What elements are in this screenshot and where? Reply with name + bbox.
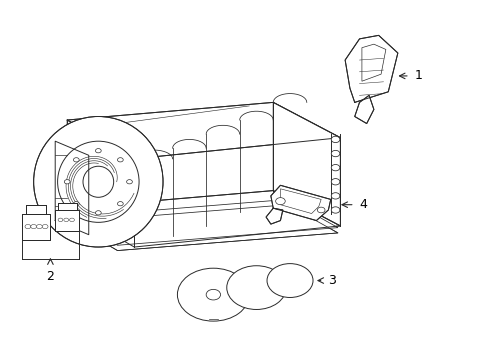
- Circle shape: [95, 211, 101, 215]
- Circle shape: [69, 218, 74, 222]
- Circle shape: [58, 218, 63, 222]
- Circle shape: [25, 224, 31, 229]
- Circle shape: [330, 165, 339, 171]
- Circle shape: [42, 224, 48, 229]
- Polygon shape: [21, 213, 50, 240]
- Circle shape: [275, 198, 285, 205]
- Circle shape: [177, 268, 249, 321]
- Text: 1: 1: [414, 69, 422, 82]
- Polygon shape: [69, 205, 337, 251]
- Polygon shape: [265, 208, 282, 224]
- Polygon shape: [55, 210, 79, 231]
- Circle shape: [95, 149, 101, 153]
- Circle shape: [31, 224, 37, 229]
- Circle shape: [330, 150, 339, 157]
- Polygon shape: [270, 185, 330, 221]
- Circle shape: [266, 264, 312, 297]
- Polygon shape: [26, 205, 45, 213]
- Polygon shape: [345, 35, 397, 102]
- Text: 2: 2: [46, 270, 54, 283]
- Circle shape: [330, 179, 339, 185]
- Text: 3: 3: [328, 274, 336, 287]
- Polygon shape: [67, 190, 340, 247]
- Circle shape: [126, 180, 132, 184]
- Circle shape: [117, 158, 123, 162]
- Polygon shape: [67, 102, 340, 159]
- Circle shape: [330, 136, 339, 143]
- Circle shape: [117, 202, 123, 206]
- Circle shape: [330, 193, 339, 199]
- Ellipse shape: [34, 117, 163, 247]
- Circle shape: [226, 266, 285, 310]
- Circle shape: [317, 207, 325, 213]
- Text: 4: 4: [359, 198, 366, 211]
- Circle shape: [64, 218, 68, 222]
- Circle shape: [73, 158, 79, 162]
- Polygon shape: [273, 102, 340, 226]
- Polygon shape: [69, 199, 337, 245]
- Circle shape: [73, 202, 79, 206]
- Polygon shape: [58, 203, 77, 210]
- Circle shape: [37, 224, 42, 229]
- Polygon shape: [67, 120, 134, 247]
- Circle shape: [64, 180, 70, 184]
- Polygon shape: [55, 141, 89, 235]
- Polygon shape: [354, 95, 373, 123]
- Circle shape: [330, 207, 339, 213]
